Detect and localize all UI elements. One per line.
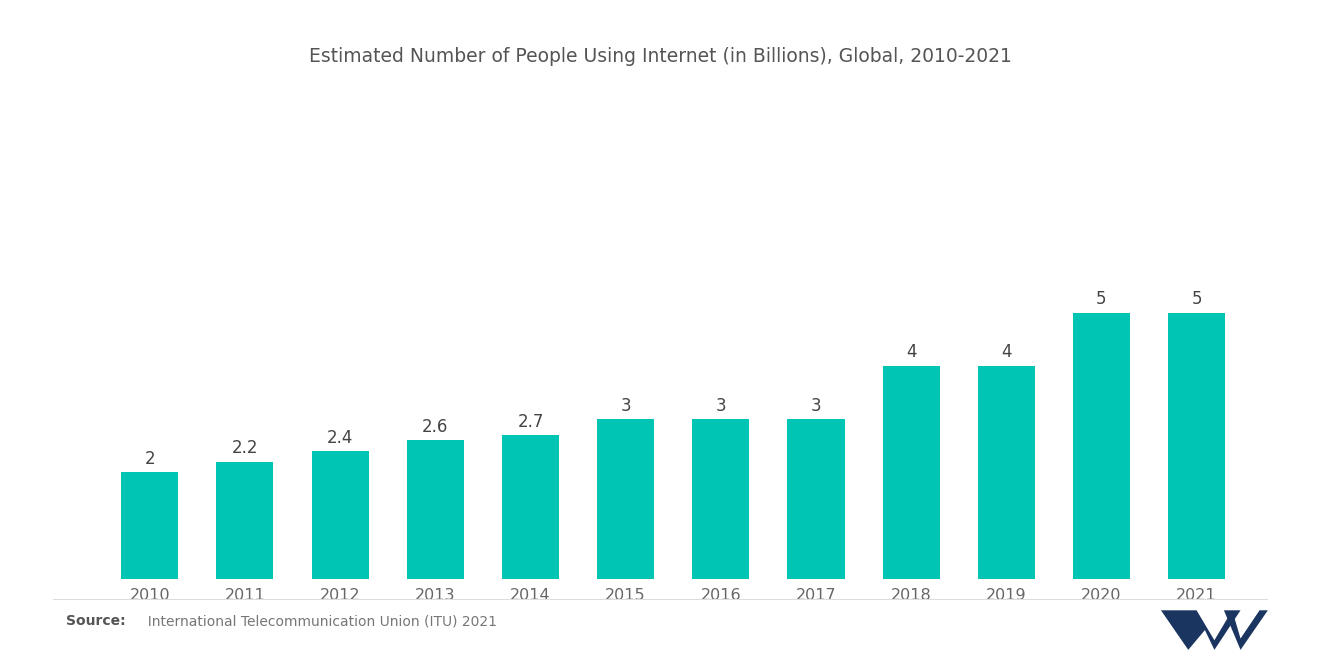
Bar — [1168, 313, 1225, 579]
Text: 5: 5 — [1192, 291, 1203, 309]
Text: 3: 3 — [715, 397, 726, 415]
Text: 2.6: 2.6 — [422, 418, 449, 436]
Text: 2: 2 — [144, 450, 154, 468]
Bar — [788, 419, 845, 579]
Polygon shape — [1162, 610, 1241, 650]
Text: 4: 4 — [906, 344, 916, 362]
Bar — [883, 366, 940, 579]
Bar — [121, 472, 178, 579]
Bar — [312, 451, 368, 579]
Text: 4: 4 — [1001, 344, 1011, 362]
Bar — [1073, 313, 1130, 579]
Bar — [692, 419, 750, 579]
Bar — [407, 440, 463, 579]
Text: 3: 3 — [810, 397, 821, 415]
Text: 2.7: 2.7 — [517, 413, 544, 431]
Text: 2.4: 2.4 — [327, 429, 354, 447]
Text: Estimated Number of People Using Internet (in Billions), Global, 2010-2021: Estimated Number of People Using Interne… — [309, 47, 1011, 66]
Text: 5: 5 — [1096, 291, 1106, 309]
Bar — [216, 462, 273, 579]
Bar — [978, 366, 1035, 579]
Text: Source:: Source: — [66, 614, 125, 628]
Polygon shape — [1224, 610, 1267, 650]
Text: International Telecommunication Union (ITU) 2021: International Telecommunication Union (I… — [139, 614, 496, 628]
Bar — [502, 435, 558, 579]
Text: 2.2: 2.2 — [232, 440, 259, 458]
Bar — [597, 419, 655, 579]
Text: 3: 3 — [620, 397, 631, 415]
